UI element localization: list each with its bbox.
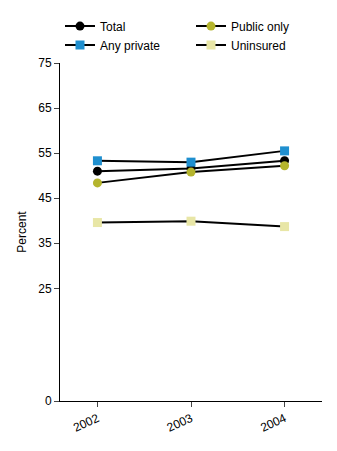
svg-text:Public only: Public only: [231, 20, 289, 34]
svg-text:Any private: Any private: [100, 39, 160, 53]
svg-text:2002: 2002: [71, 411, 101, 435]
svg-text:35: 35: [38, 236, 52, 250]
svg-text:Uninsured: Uninsured: [231, 39, 286, 53]
svg-text:65: 65: [38, 101, 52, 115]
svg-text:Percent: Percent: [15, 211, 29, 253]
svg-text:2004: 2004: [258, 411, 288, 435]
svg-text:45: 45: [38, 191, 52, 205]
svg-text:Total: Total: [100, 20, 125, 34]
svg-text:25: 25: [38, 282, 52, 296]
svg-text:0: 0: [45, 394, 52, 408]
svg-text:2003: 2003: [165, 411, 195, 435]
svg-text:75: 75: [38, 56, 52, 70]
svg-text:55: 55: [38, 146, 52, 160]
